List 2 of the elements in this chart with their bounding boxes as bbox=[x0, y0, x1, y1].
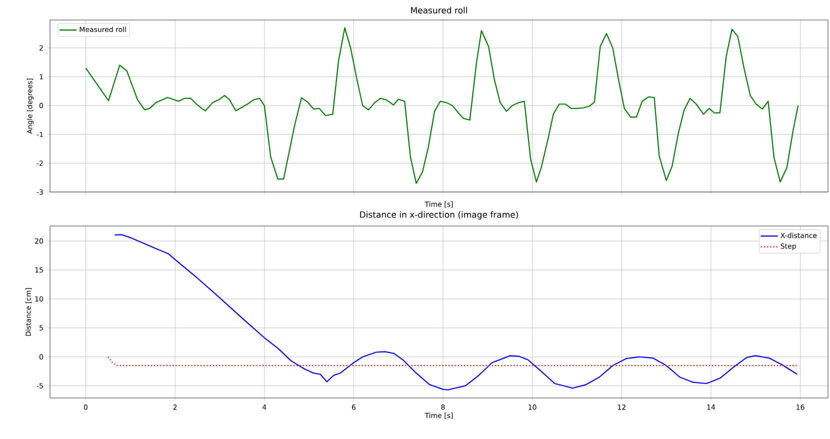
chart-title: Measured roll bbox=[411, 6, 467, 14]
chart-title: Distance in x-direction (image frame) bbox=[360, 211, 518, 220]
